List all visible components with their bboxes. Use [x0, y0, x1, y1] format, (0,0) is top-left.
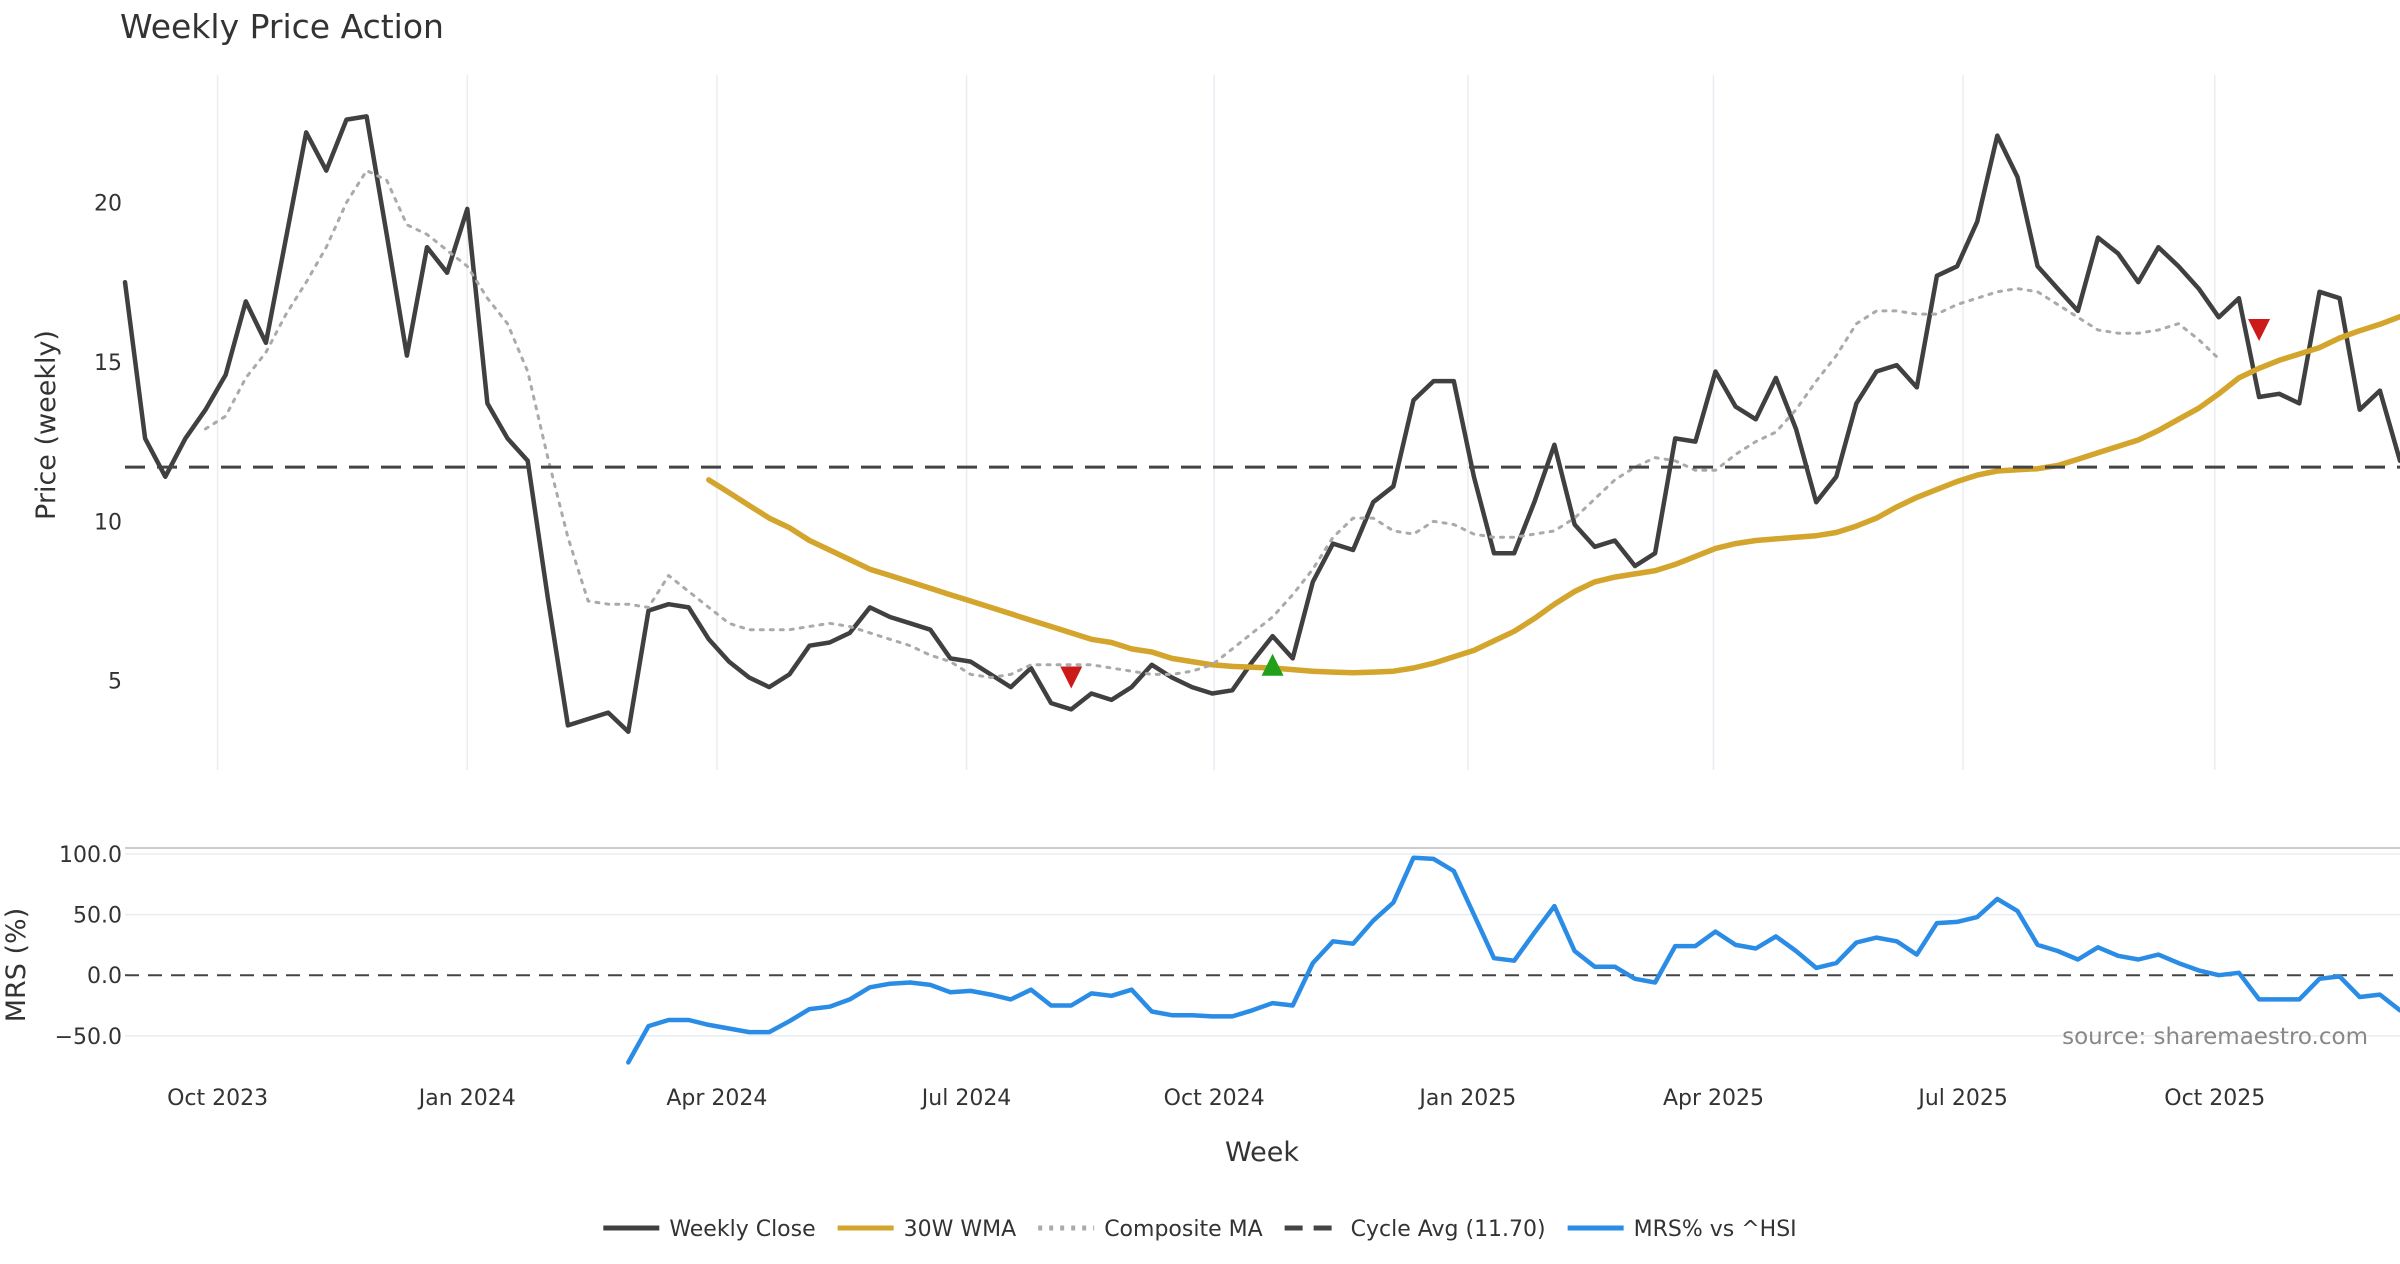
price-y-ticks: 5 10 15 20 [94, 192, 122, 695]
x-tick-label: Oct 2023 [167, 1086, 268, 1111]
x-tick-label: Jul 2024 [920, 1086, 1012, 1111]
legend-label-weekly-close: Weekly Close [669, 1217, 815, 1242]
mrs-y-ticks: −50.0 0.0 50.0 100.0 [55, 843, 122, 1050]
series-mrs-vs-hsi [626, 855, 2400, 1065]
series-composite-ma [204, 169, 2221, 679]
legend-label-30w-wma: 30W WMA [904, 1217, 1017, 1242]
legend-label-composite-ma: Composite MA [1104, 1217, 1262, 1242]
sell-signal-marker [2248, 319, 2271, 342]
mrs-y-tick-label: −50.0 [55, 1025, 122, 1050]
x-axis-ticks: Oct 2023 Jan 2024 Apr 2024 Jul 2024 Oct 2024… [167, 1086, 2265, 1111]
price-y-tick-label: 10 [94, 510, 122, 535]
x-tick-label: Apr 2024 [666, 1086, 767, 1111]
mrs-y-tick-label: 0.0 [87, 964, 122, 989]
mrs-y-tick-label: 50.0 [73, 904, 122, 929]
legend-label-mrs-vs-hsi: MRS% vs ^HSI [1634, 1217, 1797, 1242]
x-tick-label: Jan 2024 [417, 1086, 516, 1111]
x-tick-label: Oct 2025 [2164, 1086, 2265, 1111]
mrs-panel: −50.0 0.0 50.0 100.0 MRS (%) source: sharem… [1, 843, 2400, 1065]
x-axis-title: Week [1225, 1137, 1299, 1168]
mrs-series [626, 855, 2400, 1065]
source-note: source: sharemaestro.com [2062, 1024, 2368, 1050]
buy-signal-marker [1261, 653, 1284, 676]
price-panel: 5 10 15 20 Price (weekly) [31, 75, 2400, 770]
sell-signal-marker [1060, 666, 1083, 689]
mrs-y-axis-title: MRS (%) [1, 908, 32, 1023]
price-series [122, 114, 2400, 734]
x-tick-label: Apr 2025 [1663, 1086, 1764, 1111]
series-weekly-close [122, 114, 2400, 734]
price-grid [216, 75, 2216, 770]
mrs-y-tick-label: 100.0 [59, 843, 122, 868]
chart-title: Weekly Price Action [120, 7, 444, 46]
price-signals [1060, 319, 2271, 689]
x-tick-label: Jan 2025 [1417, 1086, 1516, 1111]
price-y-tick-label: 5 [108, 670, 122, 695]
x-tick-label: Jul 2025 [1916, 1086, 2008, 1111]
chart-legend: Weekly Close 30W WMA Composite MA Cycle Avg… [603, 1217, 1797, 1242]
price-y-tick-label: 15 [94, 351, 122, 376]
x-tick-label: Oct 2024 [1164, 1086, 1265, 1111]
legend-label-cycle-avg-11-70: Cycle Avg (11.70) [1351, 1217, 1546, 1242]
series-30w-wma [706, 313, 2400, 676]
price-y-tick-label: 20 [94, 192, 122, 217]
price-y-axis-title: Price (weekly) [31, 330, 62, 520]
